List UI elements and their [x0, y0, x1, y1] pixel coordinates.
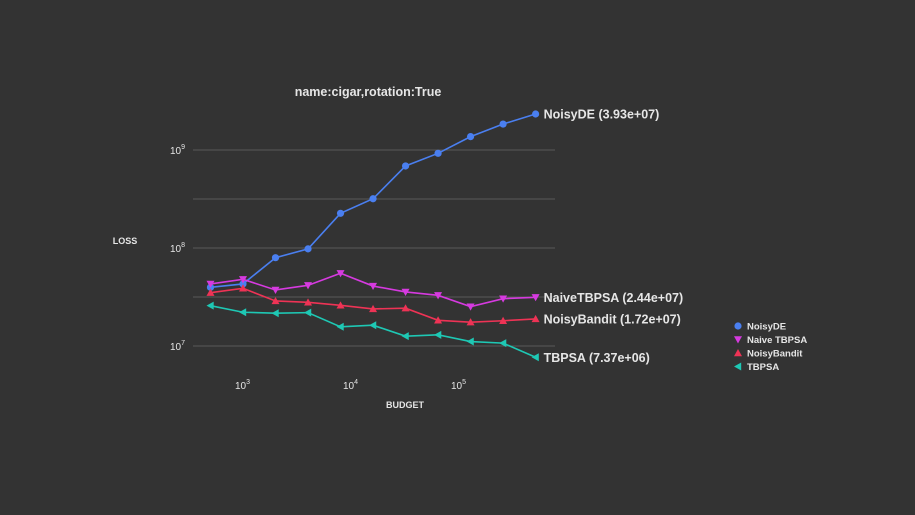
legend-label: NoisyDE — [747, 322, 786, 333]
data-point — [304, 308, 312, 317]
legend-label: Naive TBPSA — [747, 335, 807, 346]
x-tick-exponent: 3 — [246, 379, 250, 386]
legend-marker-icon — [734, 322, 742, 330]
y-tick-label: 107 — [170, 340, 185, 353]
data-point — [401, 332, 409, 341]
data-point — [369, 195, 377, 203]
data-point — [271, 309, 279, 318]
data-point — [466, 303, 475, 311]
legend-label: TBPSA — [747, 362, 779, 373]
x-tick-label: 103 — [235, 379, 250, 392]
data-point — [401, 162, 410, 170]
series: NoisyDE (3.93e+07) NaiveTBPSA (2.44e+07) N… — [206, 107, 683, 365]
legend-item: NoisyDE — [734, 322, 786, 333]
legend-item: Naive TBPSA — [734, 335, 807, 346]
data-point — [369, 321, 377, 330]
data-point — [434, 316, 443, 324]
legend-item: TBPSA — [734, 362, 779, 373]
data-point — [401, 304, 410, 312]
y-tick-exponent: 9 — [181, 144, 185, 151]
legend-marker-icon — [734, 349, 742, 357]
end-label: TBPSA (7.37e+06) — [544, 351, 650, 365]
data-point — [239, 276, 247, 284]
y-tick-label: 109 — [170, 144, 185, 157]
data-point — [336, 270, 345, 278]
y-tick-exponent: 8 — [181, 242, 185, 249]
end-label: NaiveTBPSA (2.44e+07) — [544, 291, 684, 305]
data-point — [466, 318, 475, 326]
data-point — [401, 288, 410, 296]
data-point — [499, 295, 508, 303]
y-tick-exponent: 7 — [181, 340, 185, 347]
x-tick-label: 104 — [343, 379, 358, 392]
x-tick-exponent: 5 — [462, 379, 466, 386]
data-point — [271, 296, 280, 305]
legend-item: NoisyBandit — [734, 349, 803, 360]
data-point — [466, 133, 475, 141]
end-label: NoisyDE (3.93e+07) — [544, 107, 660, 121]
data-point — [531, 294, 540, 302]
data-point — [336, 301, 345, 309]
legend-marker-icon — [734, 362, 742, 371]
data-point — [304, 282, 313, 290]
data-point — [499, 339, 507, 348]
series-NoisyDE: NoisyDE (3.93e+07) — [206, 107, 660, 291]
legend: NoisyDE Naive TBPSA NoisyBandit TBPSA — [734, 322, 807, 373]
y-tick-label: 108 — [170, 242, 185, 255]
ticks: 107 108 109 103 104 105 — [170, 144, 466, 392]
data-point — [239, 280, 247, 288]
x-tick-label: 105 — [451, 379, 466, 392]
chart-title: name:cigar,rotation:True — [295, 85, 442, 99]
data-point — [531, 353, 539, 362]
y-axis-label: LOSS — [113, 236, 138, 246]
data-point — [304, 245, 312, 253]
data-point — [434, 292, 443, 300]
series-TBPSA: TBPSA (7.37e+06) — [206, 301, 650, 365]
data-point — [466, 337, 474, 346]
data-point — [531, 314, 540, 323]
data-point — [336, 209, 345, 217]
data-point — [239, 308, 247, 317]
data-point — [304, 298, 313, 306]
legend-marker-icon — [734, 336, 742, 344]
data-point — [499, 316, 508, 324]
data-point — [271, 254, 280, 262]
data-point — [336, 322, 344, 331]
series-NoisyBandit: NoisyBandit (1.72e+07) — [206, 284, 681, 326]
series-line — [210, 304, 536, 359]
x-tick-exponent: 4 — [354, 379, 358, 386]
legend-label: NoisyBandit — [747, 349, 803, 360]
data-point — [239, 284, 247, 292]
data-point — [206, 280, 215, 288]
data-point — [206, 288, 215, 296]
data-point — [369, 304, 378, 313]
data-point — [434, 330, 442, 339]
x-axis-label: BUDGET — [386, 400, 425, 410]
data-point — [271, 286, 280, 294]
series-NaiveTBPSA: NaiveTBPSA (2.44e+07) — [206, 270, 683, 311]
data-point — [532, 110, 540, 118]
data-point — [499, 120, 507, 128]
data-point — [369, 282, 378, 291]
data-point — [434, 149, 442, 157]
end-label: NoisyBandit (1.72e+07) — [544, 312, 681, 326]
data-point — [206, 301, 214, 310]
grid — [193, 149, 555, 347]
